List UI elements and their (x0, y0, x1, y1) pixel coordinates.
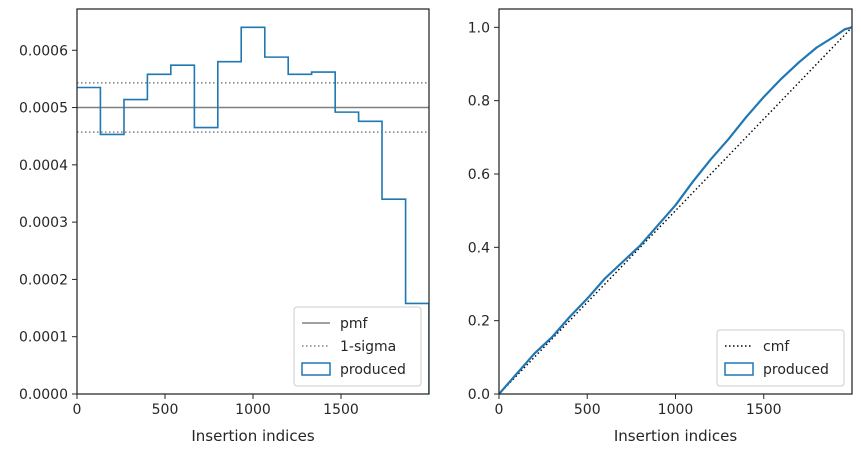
y-tick-label: 0.6 (468, 167, 490, 183)
x-tick-label: 0 (495, 402, 504, 418)
legend-label: cmf (763, 339, 790, 355)
x-tick-label: 0 (73, 402, 82, 418)
produced-cdf-point (533, 353, 535, 355)
cdf-panel: 0 500 1000 1500 0.0 0.2 0.4 0.6 0.8 1.0 Insertion … (468, 8, 853, 445)
x-tick-label: 1000 (235, 402, 271, 418)
produced-cdf-point (833, 35, 835, 38)
y-tick-label: 0.0004 (19, 158, 68, 174)
x-tick-label: 500 (574, 402, 601, 418)
produced-cdf-point (621, 261, 624, 263)
legend-label: 1-sigma (340, 339, 396, 355)
produced-cdf-point (674, 204, 677, 206)
plot-area (499, 26, 852, 394)
legend-produced-marker (724, 362, 754, 376)
legend-label: pmf (340, 316, 369, 332)
produced-cdf-point (516, 373, 518, 375)
x-tick-label: 1500 (323, 402, 359, 418)
x-tick-label: 1000 (658, 402, 694, 418)
histogram-panel: 0 500 1000 1500 0.0000 0.0001 0.0002 0.0003 0.00… (19, 8, 430, 445)
plot-area (77, 26, 429, 394)
y-tick-label: 0.0001 (19, 330, 68, 346)
produced-cdf-point (604, 277, 606, 280)
y-tick-label: 0.0000 (19, 387, 68, 403)
legend-produced-marker (301, 362, 331, 376)
produced-cdf-point (710, 158, 712, 160)
legend-label: produced (340, 362, 406, 378)
y-tick-label: 0.0003 (19, 215, 68, 231)
produced-cdf-point (816, 46, 818, 49)
x-axis-label: Insertion indices (614, 427, 737, 445)
y-tick-label: 0.4 (468, 240, 490, 256)
cmf-line (499, 26, 852, 394)
y-tick-label: 0.2 (468, 314, 490, 330)
produced-cdf-point (692, 180, 694, 182)
produced-cdf-point (780, 78, 783, 80)
produced-cdf-point (551, 336, 553, 338)
legend: cmf produced (716, 329, 845, 387)
y-tick-label: 0.0 (468, 387, 490, 403)
produced-cdf-line (499, 26, 852, 394)
produced-cdf-point (727, 138, 730, 140)
legend-box (716, 329, 845, 387)
y-tick-label: 0.8 (468, 94, 490, 110)
produced-cdf-point (844, 28, 846, 30)
produced-cdf-point (745, 116, 747, 118)
y-tick-label: 0.0002 (19, 272, 68, 288)
legend-box (293, 306, 422, 387)
legend-label: produced (763, 362, 829, 378)
axes-frame (498, 8, 853, 395)
y-tick-label: 0.0005 (19, 101, 68, 117)
produced-cdf-point (569, 316, 571, 318)
produced-cdf-point (657, 224, 659, 226)
produced-cdf-point (639, 244, 641, 247)
produced-cdf-point (763, 96, 765, 98)
produced-cdf-point (586, 298, 588, 300)
legend: pmf 1-sigma produced (293, 306, 422, 387)
produced-cdf-point (798, 61, 800, 63)
x-tick-label: 500 (152, 402, 179, 418)
axes-frame (76, 8, 430, 395)
x-axis-label: Insertion indices (191, 427, 314, 445)
produced-step-line (77, 26, 429, 394)
y-tick-label: 0.0006 (19, 43, 68, 59)
x-tick-label: 1500 (746, 402, 782, 418)
y-tick-label: 1.0 (468, 20, 490, 36)
